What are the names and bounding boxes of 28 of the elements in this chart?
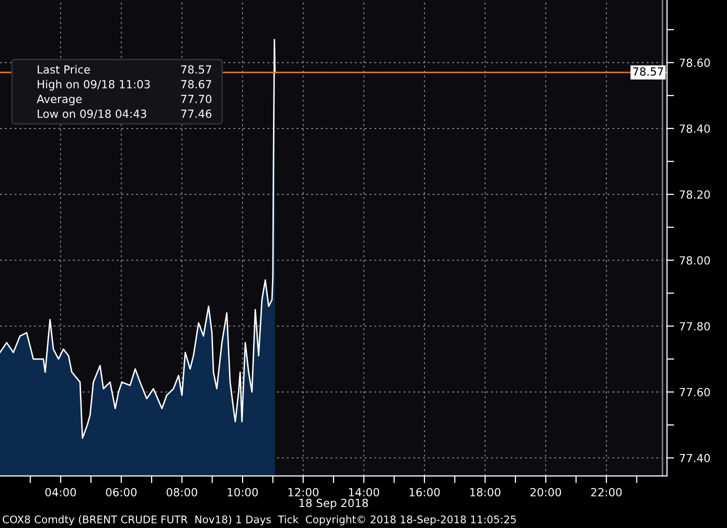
x-tick-label: 14:00 <box>349 488 380 496</box>
x-axis-title: 18 Sep 2018 <box>300 498 368 510</box>
annotation: Average <box>36 94 82 106</box>
x-tick-label: 16:00 <box>410 488 440 496</box>
annotation: Low on 09/18 04:43 <box>38 110 146 119</box>
y-tick-label: 78.00 <box>680 256 710 265</box>
annotation: High on 09/18 11:03 <box>38 80 150 91</box>
y-tick-label: 77.80 <box>680 322 710 330</box>
text: COX8 Comdty (BRENT CRUDE FUTR Nov18) 1 Days Tick Copyright© 2018 18-Sep-2018 11:05:25 <box>2 515 516 526</box>
x-tick-label: 12:00 <box>288 488 318 496</box>
x-tick-label: 06:00 <box>106 488 137 496</box>
annotation: 78.57 <box>181 65 212 74</box>
x-tick-label: 08:00 <box>166 488 198 496</box>
annotation: 78.67 <box>181 80 212 88</box>
y-tick-label: 78.40 <box>680 124 710 133</box>
ref-line-label: 78.57 <box>633 67 664 76</box>
y-tick-label: 78.60 <box>680 58 710 67</box>
y-tick-label: 77.40 <box>680 454 710 462</box>
annotation: Last Price <box>38 65 90 74</box>
x-tick-label: 10:00 <box>228 488 258 496</box>
y-tick-label: 78.20 <box>680 190 710 199</box>
x-tick-label: 04:00 <box>45 488 76 496</box>
annotation: 77.46 <box>181 110 212 118</box>
x-tick-label: 18:00 <box>470 488 500 496</box>
y-tick-label: 77.60 <box>680 388 710 396</box>
x-tick-label: 20:00 <box>530 488 562 496</box>
annotation: 77.70 <box>181 94 212 104</box>
x-tick-label: 22:00 <box>591 488 622 496</box>
